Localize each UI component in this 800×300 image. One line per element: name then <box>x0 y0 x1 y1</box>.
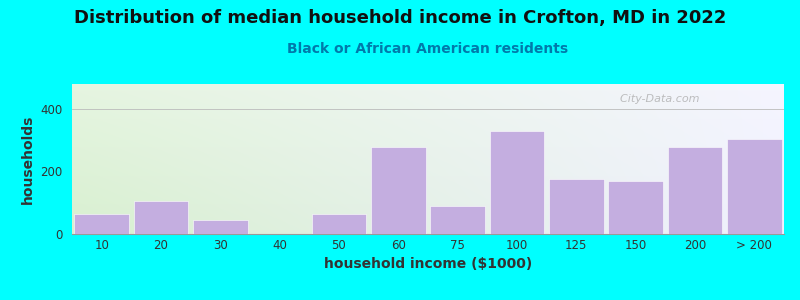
Text: City-Data.com: City-Data.com <box>613 94 700 104</box>
Bar <box>727 139 782 234</box>
Bar <box>490 131 544 234</box>
Bar <box>549 179 604 234</box>
Y-axis label: households: households <box>21 114 34 204</box>
Bar <box>193 220 248 234</box>
X-axis label: household income ($1000): household income ($1000) <box>324 257 532 272</box>
Bar <box>312 214 366 234</box>
Text: Distribution of median household income in Crofton, MD in 2022: Distribution of median household income … <box>74 9 726 27</box>
Bar <box>430 206 485 234</box>
Bar <box>668 146 722 234</box>
Bar <box>74 214 129 234</box>
Bar <box>371 146 426 234</box>
Bar <box>134 201 188 234</box>
Bar <box>608 181 663 234</box>
Title: Black or African American residents: Black or African American residents <box>287 42 569 56</box>
